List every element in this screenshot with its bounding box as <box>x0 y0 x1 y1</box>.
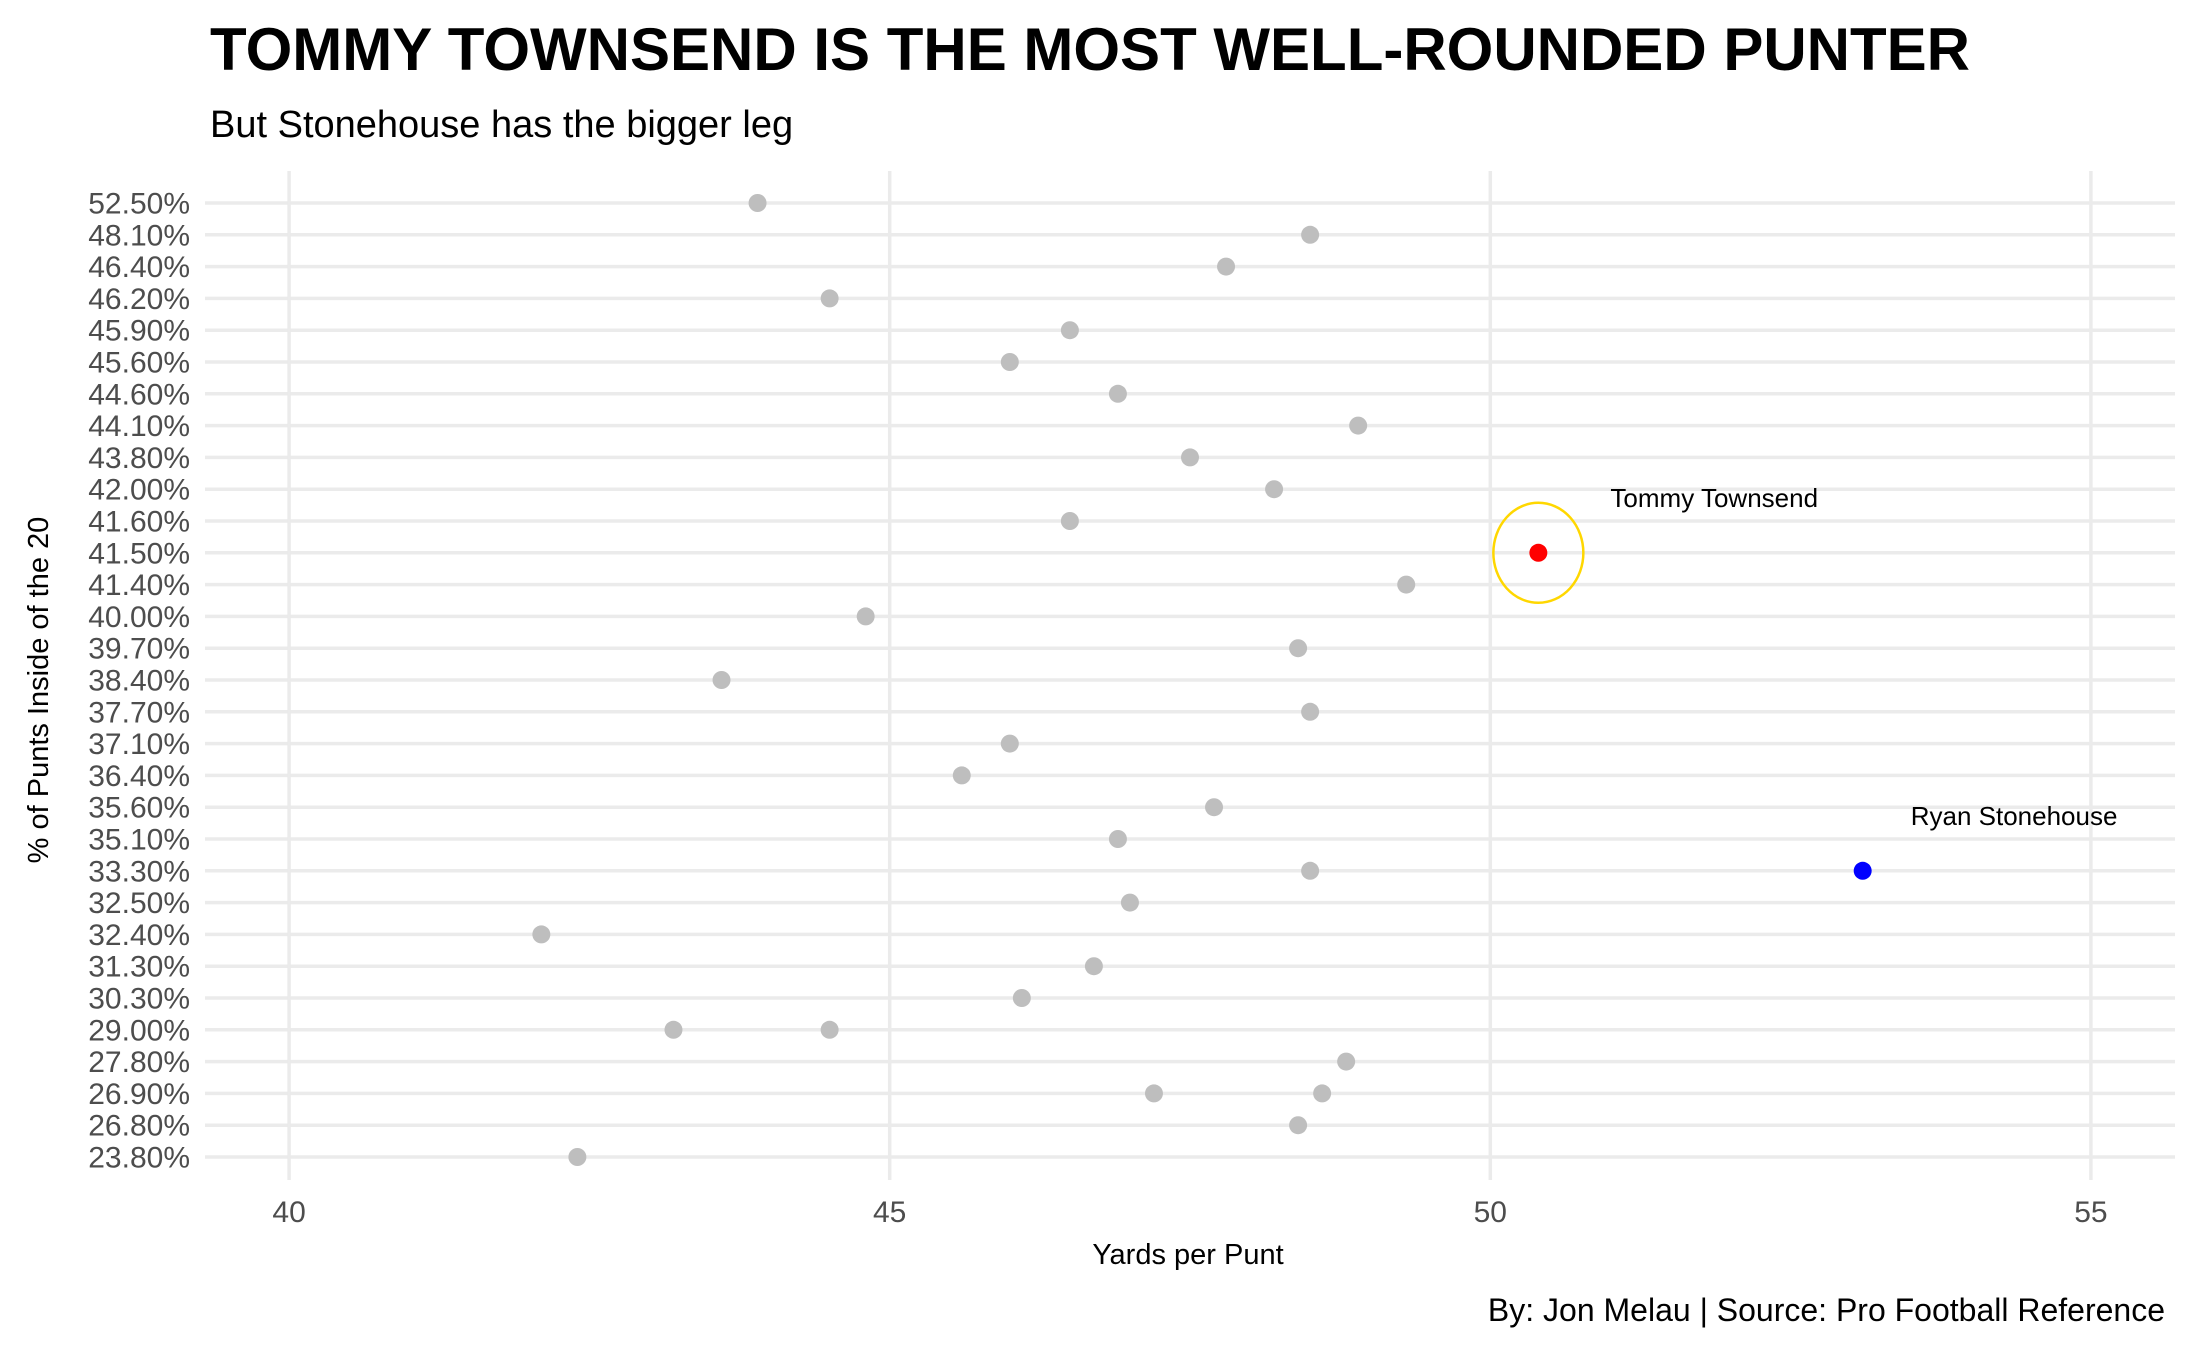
annotations: Tommy Townsend Ryan Stonehouse <box>1492 483 2118 831</box>
y-tick-label: 23.80% <box>88 1142 190 1175</box>
data-point <box>820 289 839 308</box>
y-tick-label: 41.40% <box>88 569 190 602</box>
x-axis-label: Yards per Punt <box>1092 1239 1283 1271</box>
x-tick-label: 40 <box>272 1196 305 1229</box>
x-tick-label: 50 <box>1474 1196 1507 1229</box>
y-tick-label: 41.60% <box>88 506 190 539</box>
data-point <box>856 607 875 626</box>
y-tick-label: 45.90% <box>88 315 190 348</box>
y-tick-label: 40.00% <box>88 601 190 634</box>
data-point <box>1060 512 1079 530</box>
data-point <box>1397 575 1416 594</box>
y-tick-label: 26.80% <box>88 1110 190 1143</box>
data-point <box>1108 384 1127 403</box>
y-tick-label: 31.30% <box>88 951 190 984</box>
data-point <box>1084 957 1103 976</box>
data-point <box>712 671 731 689</box>
y-tick-label: 39.70% <box>88 633 190 666</box>
x-tick-label: 45 <box>873 1196 906 1229</box>
y-tick-label: 32.50% <box>88 887 190 920</box>
y-tick-label: 44.10% <box>88 410 190 443</box>
y-tick-label: 37.10% <box>88 728 190 761</box>
data-point <box>748 194 767 212</box>
data-point <box>568 1148 587 1166</box>
data-point <box>664 1020 683 1039</box>
y-tick-label: 41.50% <box>88 537 190 570</box>
y-tick-label: 33.30% <box>88 855 190 888</box>
data-point <box>1217 257 1236 276</box>
y-tick-label: 43.80% <box>88 442 190 475</box>
data-point <box>1108 830 1127 848</box>
data-point <box>1301 225 1320 244</box>
y-tick-label: 48.10% <box>88 219 190 252</box>
data-point <box>1000 353 1019 371</box>
chart-caption: By: Jon Melau | Source: Pro Football Ref… <box>1488 1292 2165 1328</box>
data-point <box>1205 798 1224 817</box>
data-points <box>532 194 1872 1166</box>
data-point <box>1301 702 1320 721</box>
data-point <box>1265 480 1284 499</box>
data-point <box>1000 734 1019 753</box>
y-tick-label: 27.80% <box>88 1046 190 1079</box>
data-point <box>1349 416 1368 435</box>
y-tick-label: 44.60% <box>88 378 190 411</box>
data-point <box>820 1020 839 1039</box>
chart-title: TOMMY TOWNSEND IS THE MOST WELL-ROUNDED … <box>210 16 1970 83</box>
data-point-townsend <box>1529 543 1548 562</box>
annotation-label: Ryan Stonehouse <box>1911 801 2118 831</box>
y-tick-label: 46.40% <box>88 251 190 284</box>
y-tick-label: 29.00% <box>88 1014 190 1047</box>
y-tick-label: 26.90% <box>88 1078 190 1111</box>
y-tick-label: 30.30% <box>88 983 190 1016</box>
x-tick-labels: 40 45 50 55 <box>272 1196 2107 1229</box>
y-tick-label: 45.60% <box>88 347 190 380</box>
data-point <box>1313 1084 1332 1103</box>
y-tick-label: 35.10% <box>88 824 190 857</box>
data-point <box>1337 1052 1356 1071</box>
data-point <box>1120 893 1139 912</box>
data-point-stonehouse <box>1853 861 1872 880</box>
data-point <box>1301 861 1320 880</box>
y-tick-label: 42.00% <box>88 474 190 507</box>
y-tick-labels: 52.50%48.10%46.40%46.20%45.90%45.60%44.6… <box>88 188 190 1175</box>
data-point <box>532 925 551 944</box>
data-point <box>1181 448 1199 467</box>
y-tick-label: 37.70% <box>88 696 190 729</box>
grid-layer <box>205 171 2175 1180</box>
y-tick-label: 35.60% <box>88 792 190 825</box>
chart-subtitle: But Stonehouse has the bigger leg <box>210 104 793 146</box>
y-tick-label: 36.40% <box>88 760 190 793</box>
y-tick-label: 46.20% <box>88 283 190 316</box>
annotation-label: Tommy Townsend <box>1610 483 1818 513</box>
data-point <box>1289 1116 1308 1135</box>
y-axis-label: % of Punts Inside of the 20 <box>23 517 55 864</box>
data-point <box>1060 321 1079 340</box>
data-point <box>1144 1084 1163 1103</box>
data-point <box>1289 639 1308 658</box>
data-point <box>952 766 971 785</box>
highlight-circle <box>1492 501 1585 605</box>
x-tick-label: 55 <box>2074 1196 2107 1229</box>
y-tick-label: 52.50% <box>88 188 190 221</box>
data-point <box>1012 989 1031 1007</box>
y-tick-label: 32.40% <box>88 919 190 952</box>
y-tick-label: 38.40% <box>88 665 190 698</box>
